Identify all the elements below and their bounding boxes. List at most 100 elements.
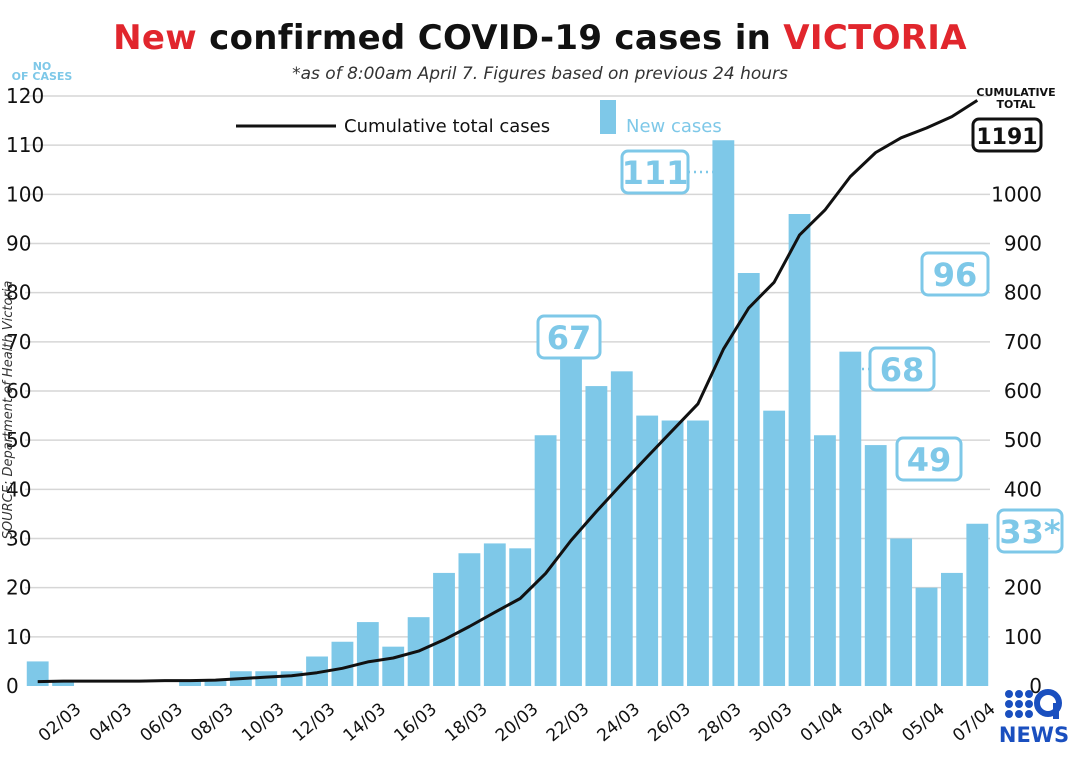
cumulative-line bbox=[37, 99, 979, 684]
bar bbox=[737, 273, 760, 686]
bar bbox=[814, 435, 836, 686]
x-tick-label: 18/03 bbox=[441, 699, 491, 746]
x-tick-label: 04/03 bbox=[86, 699, 136, 746]
x-tick-label: 24/03 bbox=[594, 699, 644, 746]
bar bbox=[940, 572, 963, 686]
x-tick-label: 28/03 bbox=[695, 699, 745, 746]
bars bbox=[26, 140, 989, 686]
y-tick-label: 0 bbox=[6, 674, 19, 698]
bar bbox=[610, 371, 633, 686]
y2-tick-label: 600 bbox=[1004, 379, 1042, 403]
y-tick-label: 30 bbox=[6, 527, 31, 551]
bar bbox=[204, 681, 227, 686]
y-tick-label: 120 bbox=[6, 84, 44, 108]
callout-value: 96 bbox=[933, 256, 978, 294]
legend-bar-swatch bbox=[600, 100, 616, 134]
bar bbox=[483, 543, 506, 686]
y-tick-label: 90 bbox=[6, 232, 31, 256]
title-part-main: confirmed COVID-19 cases in bbox=[209, 18, 772, 58]
y-tick-label: 60 bbox=[6, 379, 31, 403]
legend-cumulative-label: Cumulative total cases bbox=[344, 116, 550, 137]
y2-tick-label: 1000 bbox=[991, 182, 1042, 206]
right-axis-label-line1: CUMULATIVE bbox=[976, 86, 1055, 99]
x-tick-label: 16/03 bbox=[390, 699, 440, 746]
y2-tick-label: 400 bbox=[1004, 477, 1042, 501]
callout-box bbox=[536, 314, 602, 360]
left-axis-label-line2: OF CASES bbox=[12, 70, 73, 83]
bar bbox=[433, 572, 455, 686]
cumulative-total-value: 1191 bbox=[976, 125, 1037, 150]
y-tick-label: 10 bbox=[6, 625, 31, 649]
cumulative-line-layer bbox=[37, 99, 979, 684]
y2-tick-label: 200 bbox=[1004, 576, 1042, 600]
x-tick-label: 03/04 bbox=[848, 699, 898, 746]
bar bbox=[915, 587, 938, 686]
y-tick-label: 70 bbox=[6, 330, 31, 354]
news-logo-text: NEWS bbox=[999, 723, 1069, 747]
y-tick-label: 20 bbox=[6, 576, 31, 600]
y2-tick-label: 800 bbox=[1004, 281, 1042, 305]
y-tick-label: 110 bbox=[6, 133, 44, 157]
news-logo: NEWS bbox=[999, 689, 1069, 747]
y-tick-label: 80 bbox=[6, 281, 31, 305]
y2-tick-label: 100 bbox=[1004, 625, 1042, 649]
bar bbox=[356, 622, 379, 686]
bar bbox=[255, 671, 278, 686]
x-tick-label: 12/03 bbox=[289, 699, 339, 746]
x-tick-label: 30/03 bbox=[746, 699, 796, 746]
callout-value: 33* bbox=[999, 513, 1061, 551]
x-tick-label: 06/03 bbox=[136, 699, 186, 746]
bar bbox=[585, 386, 608, 686]
legend-new-cases-label: New cases bbox=[626, 116, 722, 137]
x-tick-label: 22/03 bbox=[543, 699, 593, 746]
source-note: SOURCE: Department of Health Victoria bbox=[1, 281, 16, 540]
bar bbox=[788, 214, 811, 686]
cumulative-total-box bbox=[971, 117, 1043, 153]
bar bbox=[661, 420, 684, 686]
bar bbox=[458, 553, 481, 686]
callout-value: 49 bbox=[907, 441, 952, 479]
bar bbox=[839, 351, 862, 686]
callout-box bbox=[996, 508, 1064, 554]
chart-subtitle: *as of 8:00am April 7. Figures based on … bbox=[292, 64, 788, 84]
y-tick-label: 100 bbox=[6, 182, 44, 206]
x-tick-label: 14/03 bbox=[340, 699, 390, 746]
x-tick-label: 26/03 bbox=[644, 699, 694, 746]
x-tick-label: 02/03 bbox=[35, 699, 85, 746]
y2-tick-label: 900 bbox=[1004, 232, 1042, 256]
x-tick-label: 01/04 bbox=[797, 699, 847, 746]
bar bbox=[636, 415, 659, 686]
bar bbox=[534, 435, 557, 686]
callouts: 111 67 96 68 49 33* bbox=[536, 149, 1064, 554]
bar bbox=[890, 538, 913, 686]
callout-value: 111 bbox=[622, 154, 689, 192]
chart-title: New confirmed COVID-19 cases in VICTORIA bbox=[0, 18, 1080, 58]
bar bbox=[560, 356, 582, 686]
nine-dots-icon bbox=[1005, 689, 1062, 719]
bar bbox=[966, 523, 989, 686]
left-axis-label-line1: NO bbox=[33, 60, 52, 73]
bar bbox=[687, 420, 709, 686]
y-tick-label: 40 bbox=[6, 477, 31, 501]
callout-box bbox=[920, 251, 990, 297]
y2-tick-label: 700 bbox=[1004, 330, 1042, 354]
y2-tick-label: 500 bbox=[1004, 428, 1042, 452]
x-tick-label: 10/03 bbox=[238, 699, 288, 746]
x-tick-label: 07/04 bbox=[949, 699, 999, 746]
title-part-new: New bbox=[113, 18, 197, 58]
bar bbox=[509, 548, 532, 686]
y-tick-label: 50 bbox=[6, 428, 31, 452]
callout-value: 68 bbox=[880, 351, 925, 389]
right-axis-label-line2: TOTAL bbox=[996, 98, 1035, 111]
bar bbox=[331, 641, 354, 686]
bar bbox=[179, 681, 201, 686]
bar bbox=[26, 661, 49, 686]
x-tick-label: 08/03 bbox=[187, 699, 237, 746]
bar bbox=[712, 140, 735, 686]
bar bbox=[382, 646, 405, 686]
title-part-victoria: VICTORIA bbox=[783, 18, 967, 58]
bar bbox=[763, 410, 786, 686]
callout-box bbox=[895, 436, 963, 482]
bar bbox=[864, 445, 887, 686]
x-tick-label: 20/03 bbox=[492, 699, 542, 746]
